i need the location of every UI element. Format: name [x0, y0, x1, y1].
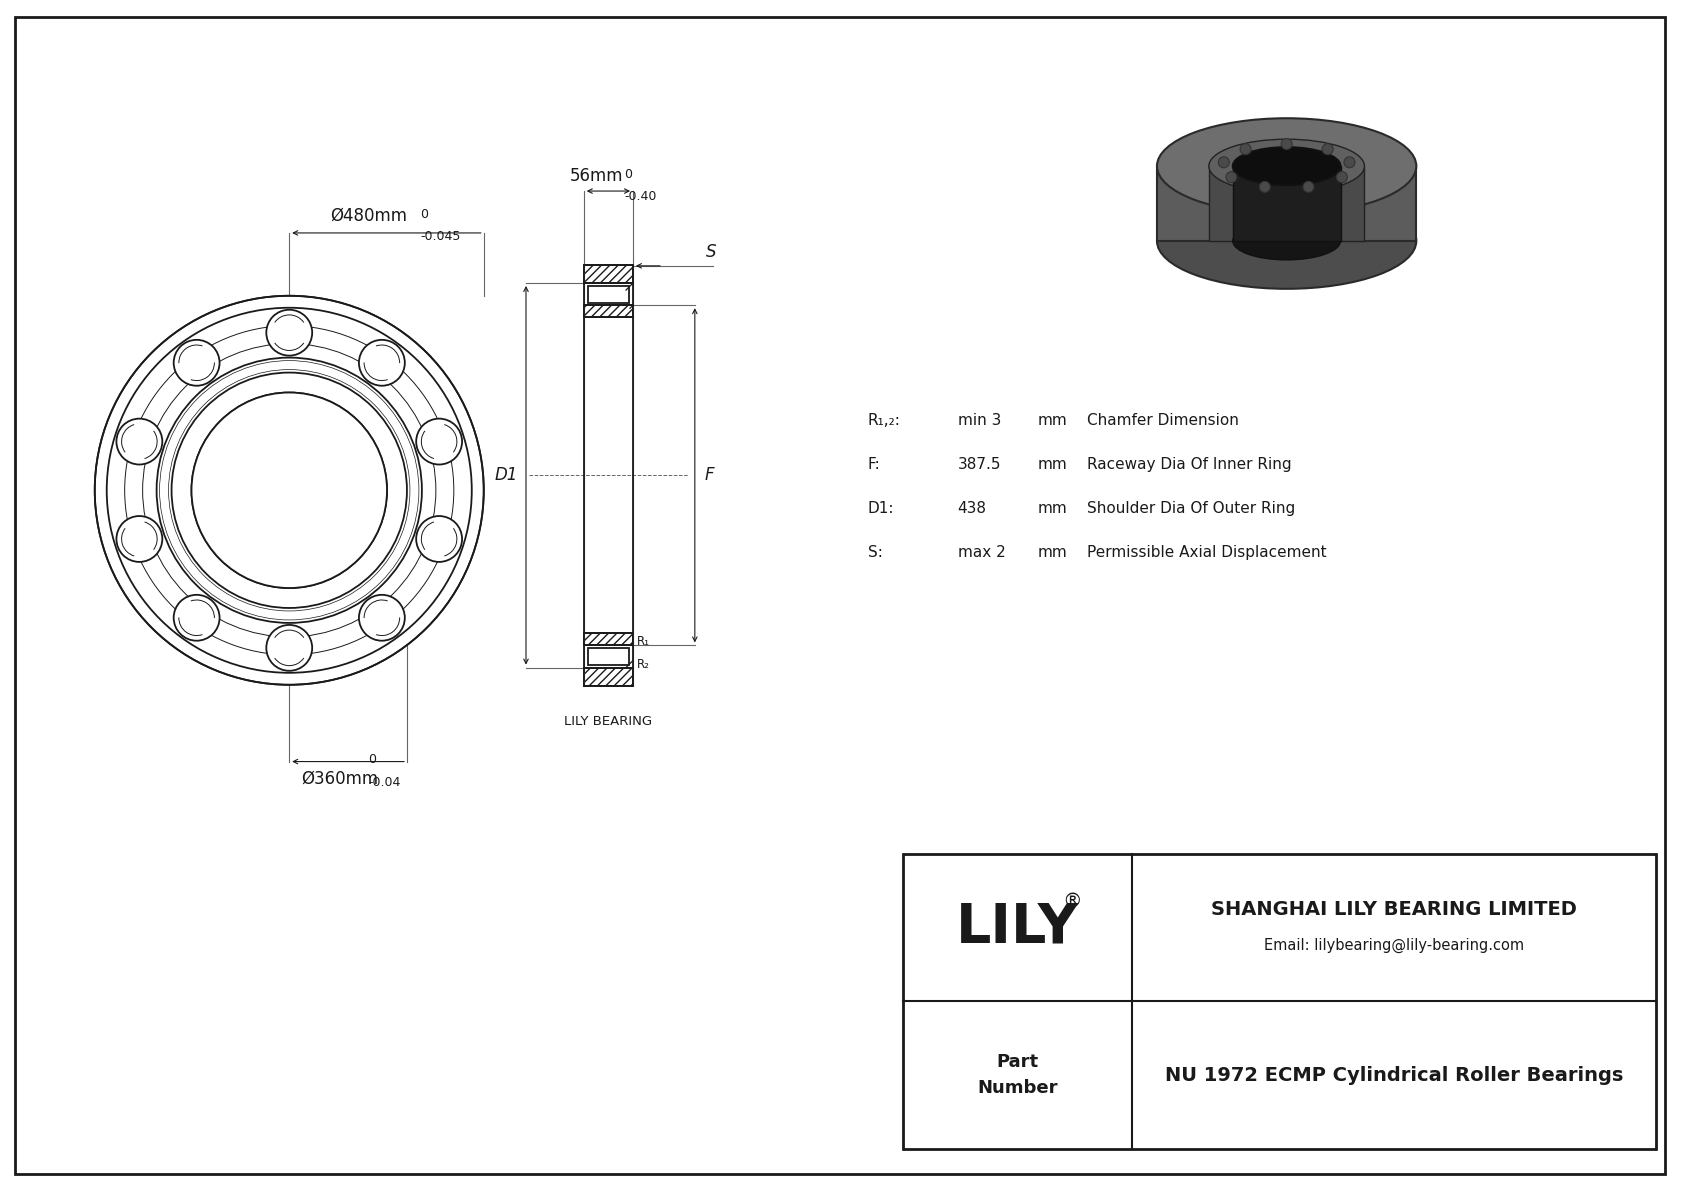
Text: mm: mm: [1037, 413, 1068, 428]
Circle shape: [1303, 181, 1314, 193]
Circle shape: [1239, 144, 1251, 155]
Bar: [584, 634, 633, 646]
Text: max 2: max 2: [958, 544, 1005, 560]
Polygon shape: [1209, 166, 1364, 241]
Circle shape: [1344, 157, 1356, 168]
Circle shape: [359, 594, 404, 641]
Text: 0: 0: [421, 208, 428, 222]
Text: NU 1972 ECMP Cylindrical Roller Bearings: NU 1972 ECMP Cylindrical Roller Bearings: [1165, 1066, 1623, 1085]
Text: F: F: [706, 467, 714, 485]
Ellipse shape: [1233, 222, 1340, 260]
Bar: [903, 854, 1655, 1148]
Ellipse shape: [1157, 118, 1416, 214]
Circle shape: [416, 516, 461, 562]
Circle shape: [173, 594, 219, 641]
Text: SHANGHAI LILY BEARING LIMITED: SHANGHAI LILY BEARING LIMITED: [1211, 900, 1576, 919]
Text: 0: 0: [625, 168, 633, 181]
Text: D1: D1: [495, 467, 519, 485]
Circle shape: [1226, 172, 1236, 182]
Text: Raceway Dia Of Inner Ring: Raceway Dia Of Inner Ring: [1088, 457, 1292, 472]
Text: ®: ®: [1063, 892, 1083, 911]
Polygon shape: [1233, 166, 1340, 241]
Circle shape: [94, 295, 483, 685]
Ellipse shape: [1233, 148, 1340, 185]
Circle shape: [116, 418, 162, 464]
Text: -0.40: -0.40: [625, 191, 657, 202]
Text: LILY BEARING: LILY BEARING: [564, 715, 652, 728]
Text: Chamfer Dimension: Chamfer Dimension: [1088, 413, 1239, 428]
Circle shape: [266, 625, 312, 671]
Text: LILY: LILY: [957, 900, 1079, 955]
Text: 438: 438: [958, 500, 987, 516]
Text: 0: 0: [369, 753, 376, 766]
Bar: [584, 305, 633, 317]
Ellipse shape: [1209, 139, 1364, 193]
Text: mm: mm: [1037, 457, 1068, 472]
Text: 56mm: 56mm: [569, 167, 623, 185]
Text: R₁: R₁: [637, 635, 650, 648]
Circle shape: [1260, 181, 1270, 193]
Ellipse shape: [1157, 193, 1416, 288]
Text: 387.5: 387.5: [958, 457, 1000, 472]
Text: mm: mm: [1037, 544, 1068, 560]
Circle shape: [173, 339, 219, 386]
Text: Ø360mm: Ø360mm: [301, 769, 379, 787]
Text: -0.045: -0.045: [421, 230, 461, 243]
Text: Shoulder Dia Of Outer Ring: Shoulder Dia Of Outer Ring: [1088, 500, 1295, 516]
Text: min 3: min 3: [958, 413, 1000, 428]
Bar: [588, 286, 630, 303]
Text: Permissible Axial Displacement: Permissible Axial Displacement: [1088, 544, 1327, 560]
Text: R₂: R₂: [637, 657, 650, 671]
Circle shape: [1337, 172, 1347, 182]
Circle shape: [192, 393, 387, 588]
Polygon shape: [1157, 166, 1416, 241]
Text: mm: mm: [1037, 500, 1068, 516]
Text: Ø480mm: Ø480mm: [330, 207, 408, 225]
Circle shape: [1282, 138, 1292, 150]
Circle shape: [116, 516, 162, 562]
Circle shape: [1218, 157, 1229, 168]
Circle shape: [1322, 144, 1334, 155]
Text: Email: lilybearing@lily-bearing.com: Email: lilybearing@lily-bearing.com: [1263, 939, 1524, 954]
Circle shape: [266, 310, 312, 356]
Bar: [588, 648, 630, 665]
Text: S:: S:: [867, 544, 882, 560]
Circle shape: [359, 339, 404, 386]
Text: S: S: [706, 243, 716, 261]
Bar: [584, 264, 633, 283]
Circle shape: [94, 295, 483, 685]
Text: Part
Number: Part Number: [977, 1053, 1058, 1097]
Circle shape: [192, 393, 387, 588]
Circle shape: [416, 418, 461, 464]
Text: D1:: D1:: [867, 500, 894, 516]
Text: F:: F:: [867, 457, 881, 472]
Bar: [584, 667, 633, 686]
Text: R₁,₂:: R₁,₂:: [867, 413, 901, 428]
Text: -0.04: -0.04: [369, 775, 401, 788]
